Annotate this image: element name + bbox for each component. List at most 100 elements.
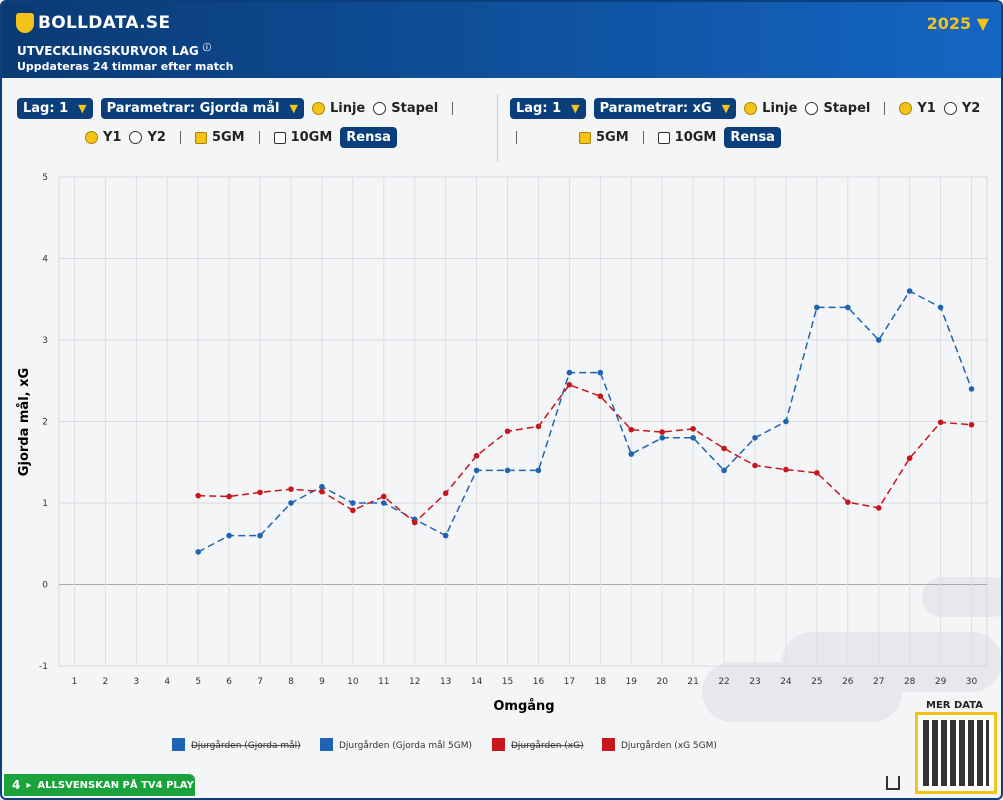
y-axis-title: Gjorda mål, xG	[17, 368, 32, 476]
y-tick-label: 1	[42, 499, 48, 509]
label: Linje	[329, 101, 366, 116]
data-point	[659, 429, 665, 435]
legend-label: Djurgården (xG)	[511, 740, 584, 751]
x-tick-label: 17	[564, 677, 575, 687]
check-10gm[interactable]: 10GM	[273, 130, 332, 145]
title-text: UTVECKLINGSKURVOR LAG	[17, 44, 199, 58]
data-point	[721, 467, 727, 474]
check-10gm[interactable]: 10GM	[657, 130, 717, 145]
x-tick-label: 26	[842, 677, 854, 687]
x-tick-label: 4	[164, 677, 170, 687]
x-tick-label: 7	[257, 677, 263, 687]
legend-label: Djurgården (Gjorda mål)	[191, 740, 301, 751]
x-tick-label: 16	[533, 677, 545, 687]
x-tick-label: 22	[718, 677, 729, 687]
label: 5GM	[211, 130, 245, 145]
label: 10GM	[674, 130, 717, 145]
season-select[interactable]: 2025 ▼	[926, 14, 989, 33]
x-tick-label: 1	[72, 677, 78, 687]
logo[interactable]	[16, 13, 34, 33]
decoration	[702, 577, 1001, 722]
tv4-banner[interactable]: 4 ▸ ALLSVENSKAN PÅ TV4 PLAY	[4, 774, 195, 796]
data-point	[257, 532, 263, 539]
label: 5GM	[596, 130, 629, 145]
qr-code[interactable]	[915, 712, 997, 794]
brand[interactable]: BOLLDATA.SE	[38, 13, 171, 33]
team-select[interactable]: Lag: 1 ▼	[17, 98, 93, 119]
y-tick-label: 4	[42, 255, 48, 265]
x-tick-label: 30	[966, 677, 978, 687]
tv-text: ALLSVENSKAN PÅ TV4 PLAY	[37, 779, 194, 791]
clear-button[interactable]: Rensa	[724, 127, 781, 148]
label: Linje	[762, 101, 798, 116]
data-point	[783, 418, 789, 425]
data-point	[473, 452, 480, 459]
page-title: UTVECKLINGSKURVOR LAG ⓘ	[17, 43, 211, 58]
data-point	[845, 499, 851, 505]
data-point	[473, 467, 480, 474]
label: Stapel	[391, 101, 439, 116]
radio-bar[interactable]: Stapel	[373, 101, 438, 116]
check-5gm[interactable]: 5GM	[579, 130, 629, 145]
x-tick-label: 8	[288, 677, 294, 687]
x-tick-label: 19	[626, 677, 638, 687]
data-point	[195, 492, 201, 499]
data-point	[906, 288, 913, 294]
label: Parametrar: xG	[599, 101, 712, 116]
data-point	[845, 304, 851, 311]
radio-y2[interactable]: Y2	[129, 130, 166, 145]
data-point	[690, 435, 696, 441]
legend-item[interactable]: Djurgården (Gjorda mål 5GM)	[320, 738, 472, 751]
right-controls: Lag: 1 ▼ Parametrar: xG ▼ Linje Stapel Y1 …	[510, 98, 990, 148]
data-point	[257, 489, 263, 496]
data-point	[968, 386, 975, 392]
data-point	[226, 532, 232, 539]
x-tick-label: 11	[378, 677, 389, 687]
radio-y2[interactable]: Y2	[943, 101, 980, 116]
data-point	[350, 507, 356, 514]
x-tick-label: 18	[595, 677, 607, 687]
page-subtitle: Uppdateras 24 timmar efter match	[17, 60, 234, 73]
legend-item[interactable]: Djurgården (xG 5GM)	[602, 738, 717, 751]
x-tick-label: 20	[656, 677, 668, 687]
data-point	[875, 505, 882, 511]
tv-badge: 4	[12, 778, 21, 792]
data-point	[597, 393, 604, 400]
x-tick-label: 12	[409, 677, 420, 687]
param-select[interactable]: Parametrar: xG ▼	[593, 98, 737, 119]
label: Lag: 1	[23, 101, 69, 116]
team-select[interactable]: Lag: 1 ▼	[510, 98, 586, 119]
radio-y1[interactable]: Y1	[899, 101, 936, 116]
param-select[interactable]: Parametrar: Gjorda mål ▼	[100, 98, 304, 119]
legend-item[interactable]: Djurgården (xG)	[492, 738, 584, 751]
y-tick-label: 5	[42, 173, 48, 183]
data-point	[319, 488, 325, 495]
clear-button[interactable]: Rensa	[340, 127, 397, 148]
data-point	[195, 549, 201, 555]
data-point	[288, 500, 294, 506]
x-tick-label: 13	[440, 677, 451, 687]
data-point	[783, 466, 789, 473]
x-tick-label: 21	[687, 677, 698, 687]
legend-item[interactable]: Djurgården (Gjorda mål)	[172, 738, 301, 751]
data-point	[906, 455, 913, 461]
season-label: 2025	[926, 14, 972, 33]
x-tick-label: 15	[502, 677, 513, 687]
label: Lag: 1	[516, 101, 562, 116]
x-tick-label: 29	[935, 677, 947, 687]
share-button[interactable]	[886, 776, 900, 790]
data-point	[381, 500, 387, 506]
y-tick-label: 0	[42, 581, 48, 591]
series-line	[197, 290, 973, 553]
legend-label: Djurgården (Gjorda mål 5GM)	[339, 740, 472, 751]
radio-y1[interactable]: Y1	[85, 130, 121, 145]
data-point	[752, 435, 758, 441]
x-tick-label: 14	[471, 677, 483, 687]
data-point	[628, 426, 635, 433]
radio-line[interactable]: Linje	[744, 101, 797, 116]
radio-line[interactable]: Linje	[311, 101, 366, 116]
header: BOLLDATA.SE 2025 ▼ UTVECKLINGSKURVOR LAG…	[2, 2, 1001, 78]
check-5gm[interactable]: 5GM	[194, 130, 245, 145]
radio-bar[interactable]: Stapel	[805, 101, 870, 116]
